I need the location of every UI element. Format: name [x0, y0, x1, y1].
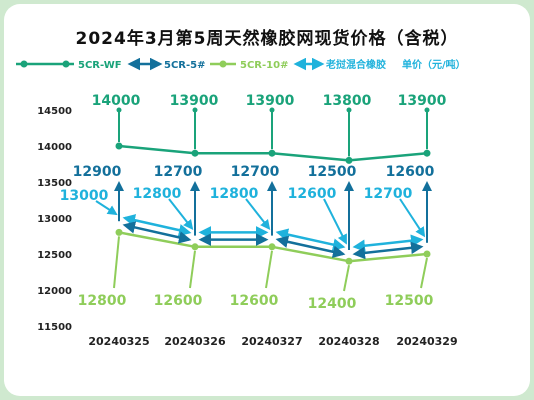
leader-dot-5cr-wf — [192, 107, 198, 113]
leader-line-5cr-10 — [343, 265, 350, 292]
legend-marker-5cr-wf — [20, 60, 28, 68]
legend-label-laowo: 老挝混合橡胶 — [325, 58, 386, 71]
leader-dot-5cr-wf — [424, 107, 430, 113]
x-tick-label: 20240325 — [88, 335, 149, 348]
y-tick-label: 13000 — [37, 214, 72, 225]
x-tick-label: 20240328 — [318, 335, 379, 348]
data-point-5cr-10 — [423, 250, 431, 258]
data-label-laowo: 13000 — [60, 188, 109, 204]
data-label-laowo: 12600 — [288, 186, 337, 202]
series-line-5cr-5 — [122, 221, 192, 244]
data-label-5cr-10: 12600 — [230, 293, 279, 309]
data-point-5cr-wf — [115, 142, 123, 150]
y-tick-label: 14000 — [37, 142, 72, 153]
leader-line-5cr-10 — [189, 250, 196, 289]
leader-line-laowo — [245, 198, 271, 230]
y-tick-label: 11500 — [37, 322, 72, 333]
leader-line-5cr-10 — [420, 257, 428, 289]
legend-label-5cr-wf: 5CR-WF — [78, 60, 122, 71]
data-label-5cr-wf: 13900 — [398, 93, 447, 109]
data-label-5cr-5: 12900 — [73, 164, 122, 180]
data-label-laowo: 12800 — [133, 186, 182, 202]
leader-dot-5cr-wf — [346, 107, 352, 113]
legend-label-5cr-10: 5CR-10# — [240, 60, 288, 71]
y-tick-label: 13500 — [37, 178, 72, 189]
legend-label-5cr-5: 5CR-5# — [164, 60, 205, 71]
x-tick-label: 20240329 — [396, 335, 457, 348]
legend-marker-5cr-wf — [62, 60, 70, 68]
data-point-5cr-wf — [268, 149, 276, 157]
leader-line-laowo — [399, 198, 426, 238]
chart-frame — [4, 4, 530, 396]
data-label-5cr-10: 12600 — [154, 293, 203, 309]
series-line-5cr-5 — [352, 241, 424, 260]
data-label-5cr-wf: 13900 — [246, 93, 295, 109]
y-tick-label: 12000 — [37, 286, 72, 297]
y-tick-label: 14500 — [37, 106, 72, 117]
data-label-5cr-wf: 13900 — [170, 93, 219, 109]
x-tick-label: 20240327 — [241, 335, 302, 348]
data-label-5cr-5: 12600 — [386, 164, 435, 180]
series-line-5cr-5 — [275, 235, 346, 258]
series-line-laowo — [275, 228, 346, 251]
data-label-5cr-5: 12700 — [154, 164, 203, 180]
chart-title: 2024年3月第5周天然橡胶网现货价格（含税） — [75, 29, 459, 49]
data-label-5cr-5: 12700 — [231, 164, 280, 180]
data-label-5cr-10: 12400 — [308, 296, 357, 312]
x-tick-label: 20240326 — [164, 335, 226, 348]
data-point-5cr-10 — [345, 257, 353, 265]
legend-marker-5cr-10 — [219, 60, 227, 68]
data-point-5cr-wf — [191, 149, 199, 157]
data-point-5cr-wf — [423, 149, 431, 157]
leader-dot-5cr-wf — [116, 107, 122, 113]
data-point-5cr-10 — [191, 243, 199, 251]
data-point-5cr-wf — [345, 156, 353, 164]
data-label-5cr-10: 12800 — [78, 293, 127, 309]
leader-line-5cr-10 — [113, 236, 120, 289]
y-tick-label: 12500 — [37, 250, 72, 261]
leader-line-laowo — [95, 200, 118, 216]
leader-line-laowo — [168, 198, 194, 230]
data-point-5cr-10 — [268, 243, 276, 251]
leader-dot-5cr-wf — [269, 107, 275, 113]
leader-line-5cr-10 — [265, 250, 273, 289]
series-line-laowo — [122, 214, 192, 237]
leader-line-laowo — [323, 198, 347, 245]
data-label-5cr-wf: 13800 — [323, 93, 372, 109]
data-label-5cr-wf: 14000 — [92, 93, 141, 109]
data-label-5cr-5: 12500 — [308, 164, 357, 180]
unit-label: 单价（元/吨） — [402, 58, 466, 71]
series-line-laowo — [352, 234, 424, 252]
data-label-laowo: 12700 — [364, 186, 413, 202]
data-point-5cr-10 — [115, 228, 123, 236]
data-label-laowo: 12800 — [210, 186, 259, 202]
data-label-5cr-10: 12500 — [385, 293, 434, 309]
